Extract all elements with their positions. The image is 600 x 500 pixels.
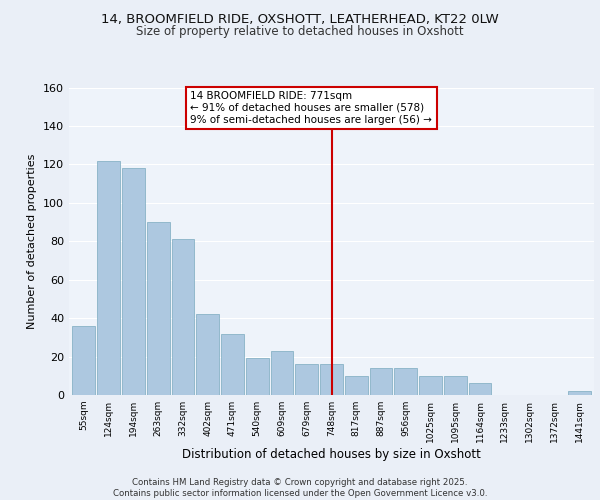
- Text: Contains HM Land Registry data © Crown copyright and database right 2025.
Contai: Contains HM Land Registry data © Crown c…: [113, 478, 487, 498]
- Bar: [147, 222, 170, 395]
- Bar: [246, 358, 269, 395]
- Bar: [122, 168, 145, 395]
- Bar: [320, 364, 343, 395]
- Bar: [295, 364, 318, 395]
- Bar: [444, 376, 467, 395]
- Bar: [370, 368, 392, 395]
- Text: 14, BROOMFIELD RIDE, OXSHOTT, LEATHERHEAD, KT22 0LW: 14, BROOMFIELD RIDE, OXSHOTT, LEATHERHEA…: [101, 12, 499, 26]
- Y-axis label: Number of detached properties: Number of detached properties: [28, 154, 37, 329]
- Bar: [469, 384, 491, 395]
- Text: Size of property relative to detached houses in Oxshott: Size of property relative to detached ho…: [136, 25, 464, 38]
- Bar: [419, 376, 442, 395]
- Bar: [73, 326, 95, 395]
- Bar: [345, 376, 368, 395]
- Bar: [568, 391, 590, 395]
- X-axis label: Distribution of detached houses by size in Oxshott: Distribution of detached houses by size …: [182, 448, 481, 460]
- Bar: [221, 334, 244, 395]
- Bar: [271, 351, 293, 395]
- Bar: [97, 160, 120, 395]
- Bar: [172, 240, 194, 395]
- Bar: [196, 314, 219, 395]
- Bar: [394, 368, 417, 395]
- Text: 14 BROOMFIELD RIDE: 771sqm
← 91% of detached houses are smaller (578)
9% of semi: 14 BROOMFIELD RIDE: 771sqm ← 91% of deta…: [190, 92, 432, 124]
